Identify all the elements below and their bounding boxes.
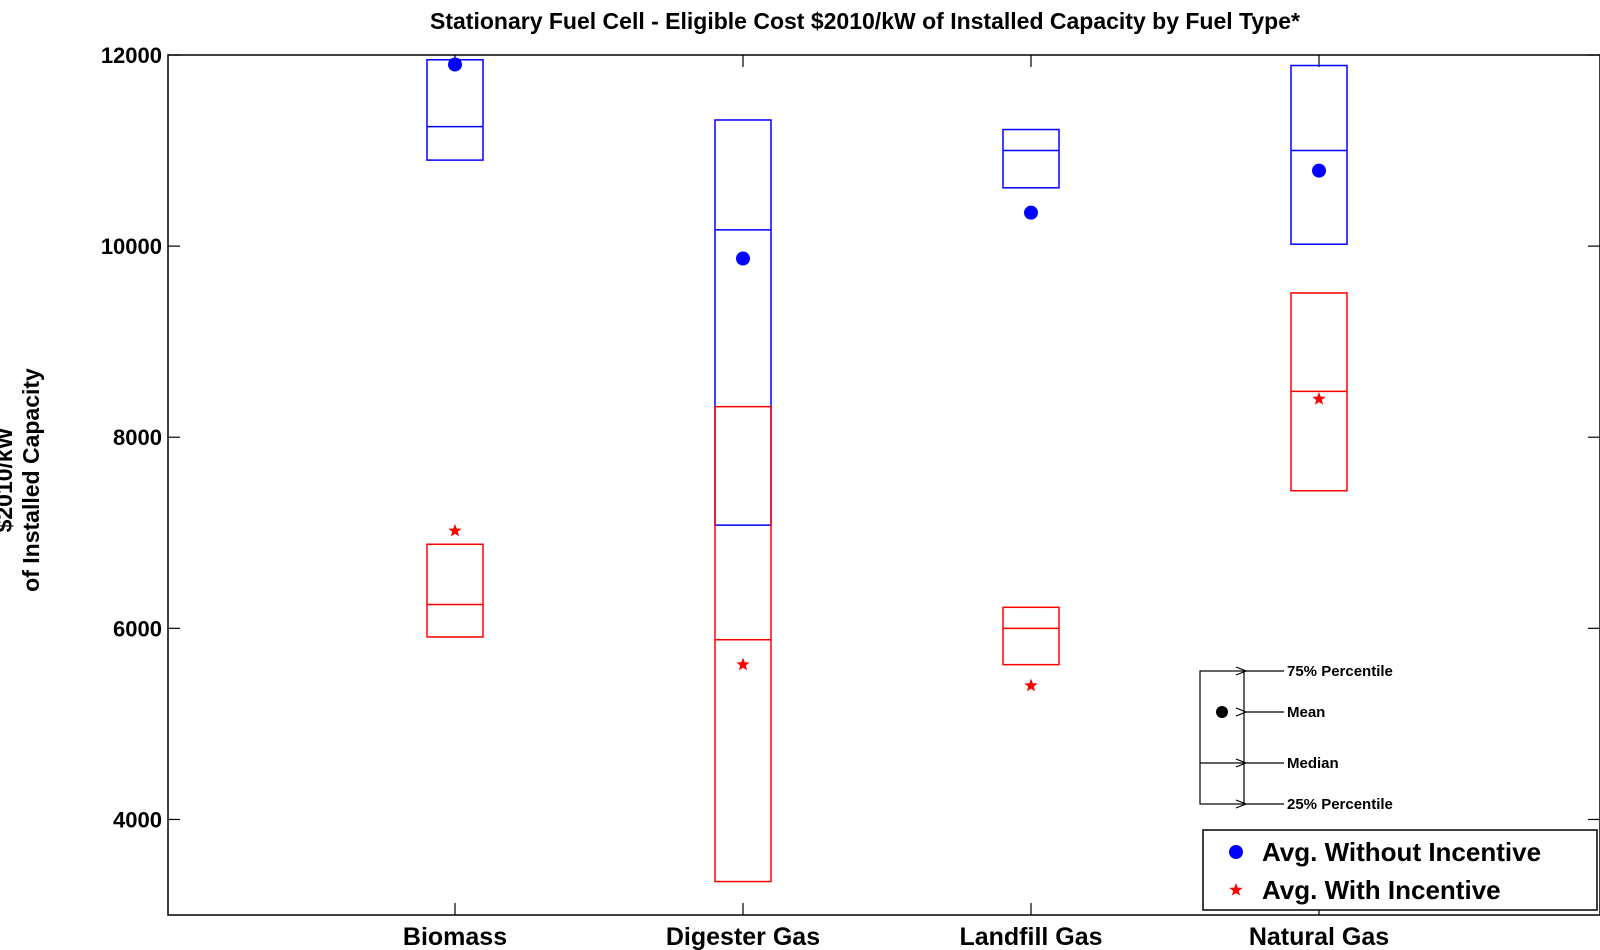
- legend-marker-star: [1229, 883, 1243, 896]
- box: [1002, 606, 1060, 666]
- legend: Avg. Without Incentive Avg. With Incentiv…: [1202, 829, 1598, 911]
- key-mean-marker: [1216, 706, 1228, 718]
- box: [1002, 128, 1060, 189]
- mean-marker-star: [1024, 678, 1038, 692]
- y-tick-label: 6000: [113, 616, 162, 641]
- box: [426, 543, 484, 638]
- key-label: 25% Percentile: [1287, 796, 1393, 813]
- mean-marker-star: [448, 523, 462, 537]
- x-category-label: Natural Gas: [1249, 923, 1389, 950]
- box: [714, 405, 772, 883]
- legend-marker-circle: [1229, 845, 1243, 859]
- mean-marker-circle: [448, 57, 462, 72]
- key-label: Median: [1287, 755, 1339, 772]
- mean-marker-circle: [1312, 163, 1326, 178]
- key-box: [1199, 670, 1245, 805]
- box: [1290, 64, 1348, 245]
- y-tick-label: 4000: [113, 807, 162, 832]
- y-tick-label: 8000: [113, 425, 162, 450]
- y-tick-label: 12000: [101, 43, 162, 68]
- x-category-label: Digester Gas: [666, 923, 820, 950]
- y-tick-label: 10000: [101, 234, 162, 259]
- box-key-diagram: 75% Percentile Mean Median 25% Percentile: [1199, 663, 1393, 813]
- mean-marker-star: [1312, 392, 1326, 405]
- plot-area-frame: [167, 54, 1600, 916]
- mean-marker-circle: [736, 251, 750, 266]
- key-label: 75% Percentile: [1287, 663, 1393, 680]
- mean-marker-circle: [1024, 205, 1038, 220]
- legend-label: Avg. With Incentive: [1262, 875, 1501, 905]
- x-category-label: Biomass: [403, 923, 507, 950]
- chart-title: Stationary Fuel Cell - Eligible Cost $20…: [430, 8, 1300, 34]
- legend-label: Avg. Without Incentive: [1262, 837, 1541, 867]
- box: [426, 59, 484, 161]
- box: [714, 119, 772, 526]
- key-label: Mean: [1287, 704, 1325, 721]
- x-category-label: Landfill Gas: [959, 923, 1102, 950]
- mean-marker-star: [736, 657, 750, 671]
- legend-box: [1202, 829, 1598, 911]
